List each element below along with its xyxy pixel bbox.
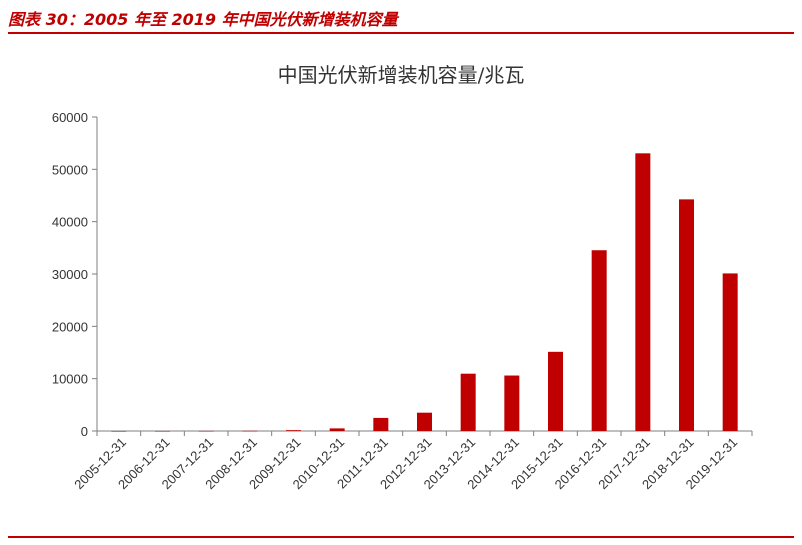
bar [548,351,563,431]
bar-series [111,153,738,432]
bar [635,153,651,431]
chart-title: 中国光伏新增装机容量/兆瓦 [278,63,525,87]
bar [722,273,738,431]
bar [417,412,432,431]
caption-divider [8,32,794,34]
figure-caption: 图表 30：2005 年至 2019 年中国光伏新增装机容量 [8,10,398,29]
bar [329,428,345,431]
y-tick-label: 30000 [52,267,88,282]
y-tick-label: 20000 [52,319,88,334]
bar [155,430,170,432]
bar-chart: 中国光伏新增装机容量/兆瓦 0 10000 20000 30000 40000 50000… [52,63,753,492]
footer-divider [8,536,794,538]
x-axis: 2005-12-312006-12-312007-12-312008-12-31… [71,430,753,492]
figure-header: 图表 30：2005 年至 2019 年中国光伏新增装机容量 [8,2,794,34]
bar [111,430,127,432]
bar [504,375,520,431]
y-tick-label: 10000 [52,372,88,387]
y-tick-label: 40000 [52,215,88,230]
bar [591,250,607,431]
bar [198,430,214,432]
y-tick-label: 60000 [52,110,88,125]
bar [373,417,389,431]
y-axis: 0 10000 20000 30000 40000 50000 60000 [52,110,98,439]
bar [286,430,301,431]
y-tick-label: 50000 [52,162,88,177]
bar [242,430,258,432]
bar [679,199,694,431]
y-tick-label: 0 [81,424,88,439]
bar [460,373,476,431]
